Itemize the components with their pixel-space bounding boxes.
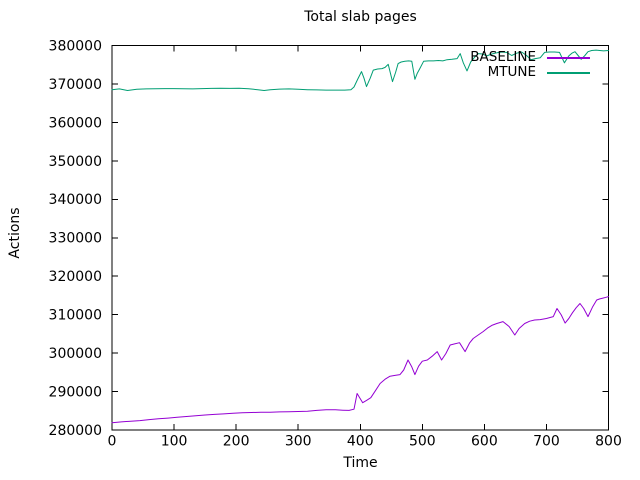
y-tick-label: 380000 [49, 38, 102, 54]
x-tick-label: 600 [471, 434, 498, 450]
plot-border [111, 45, 609, 431]
y-tick-label: 350000 [49, 154, 102, 170]
x-tick-label: 800 [595, 434, 622, 450]
x-tick-label: 200 [223, 434, 250, 450]
y-tick-label: 280000 [49, 423, 102, 439]
y-tick-label: 310000 [49, 308, 102, 324]
legend-item-mtune: MTUNE [470, 65, 590, 80]
series-mtune [111, 49, 609, 91]
legend-item-baseline: BASELINE [470, 50, 590, 65]
legend: BASELINE MTUNE [470, 50, 590, 80]
x-tick-label: 500 [409, 434, 436, 450]
y-tick-label: 330000 [49, 231, 102, 247]
legend-label: BASELINE [470, 49, 536, 65]
x-tick-label: 700 [533, 434, 560, 450]
y-tick-label: 320000 [49, 269, 102, 285]
y-tick-label: 360000 [49, 115, 102, 131]
x-tick-label: 400 [347, 434, 374, 450]
x-tick-label: 100 [161, 434, 188, 450]
x-axis-label: Time [343, 455, 378, 471]
legend-label: MTUNE [487, 64, 536, 80]
x-tick-label: 300 [285, 434, 312, 450]
legend-line-sample [547, 71, 590, 74]
x-tick-label: 0 [108, 434, 117, 450]
series-baseline [111, 296, 609, 424]
y-tick-label: 290000 [49, 384, 102, 400]
y-tick-label: 300000 [49, 346, 102, 362]
legend-line-sample [547, 56, 590, 59]
y-tick-label: 370000 [49, 77, 102, 93]
chart-title: Total slab pages [304, 9, 417, 25]
y-tick-label: 340000 [49, 192, 102, 208]
